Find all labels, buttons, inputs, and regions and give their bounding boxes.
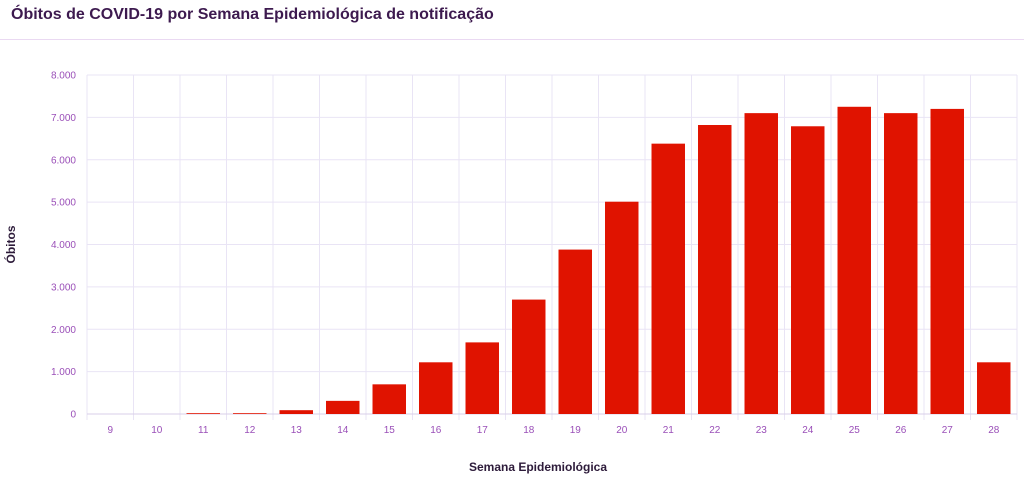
chart-title: Óbitos de COVID-19 por Semana Epidemioló… (11, 6, 494, 23)
x-tick-label: 16 (430, 425, 442, 436)
x-tick-label: 18 (523, 425, 535, 436)
bar-semana-12[interactable] (233, 413, 267, 414)
y-tick-label: 7.000 (51, 113, 76, 124)
bar-semana-18[interactable] (512, 299, 546, 414)
bar-semana-25[interactable] (837, 106, 871, 414)
bar-semana-16[interactable] (419, 362, 453, 414)
y-tick-label: 5.000 (51, 198, 76, 209)
x-tick-label: 13 (291, 425, 303, 436)
bar-semana-20[interactable] (605, 201, 639, 414)
bar-semana-17[interactable] (465, 342, 499, 414)
gridlines (86, 74, 1018, 420)
y-tick-label: 1.000 (51, 367, 76, 378)
x-tick-label: 14 (337, 425, 349, 436)
y-tick-labels: 0 1.000 2.000 3.000 4.000 5.000 6.000 7.000 8.00… (51, 71, 76, 421)
bar-semana-24[interactable] (791, 126, 825, 415)
x-tick-label: 26 (895, 425, 907, 436)
bars (186, 106, 1011, 415)
x-tick-labels: 9 10 11 12 13 14 15 16 17 18 19 20 21 22 23 24 25 26 27 28 (107, 425, 999, 436)
x-axis-title: Semana Epidemiológica (469, 460, 607, 474)
bar-semana-14[interactable] (326, 400, 360, 414)
y-tick-label: 4.000 (51, 240, 76, 251)
x-tick-label: 11 (198, 425, 209, 436)
bar-semana-23[interactable] (744, 113, 778, 414)
bar-semana-21[interactable] (651, 143, 685, 414)
x-tick-label: 10 (151, 425, 163, 436)
x-tick-label: 25 (849, 425, 861, 436)
bar-semana-19[interactable] (558, 249, 592, 414)
x-tick-label: 24 (802, 425, 814, 436)
y-tick-label: 3.000 (51, 282, 76, 293)
x-tick-label: 28 (988, 425, 1000, 436)
bar-semana-26[interactable] (884, 113, 918, 414)
x-tick-label: 23 (756, 425, 768, 436)
x-tick-label: 15 (384, 425, 396, 436)
x-tick-label: 21 (663, 425, 675, 436)
bar-semana-11[interactable] (186, 413, 220, 414)
bar-semana-28[interactable] (977, 362, 1011, 414)
x-tick-label: 17 (477, 425, 489, 436)
y-axis-title: Óbitos (3, 225, 18, 263)
x-tick-label: 19 (570, 425, 582, 436)
bar-semana-27[interactable] (930, 108, 964, 415)
title-divider (0, 39, 1024, 40)
y-tick-label: 6.000 (51, 155, 76, 166)
bar-semana-13[interactable] (279, 410, 313, 414)
x-tick-label: 22 (709, 425, 721, 436)
bar-semana-22[interactable] (698, 125, 732, 414)
y-tick-label: 8.000 (51, 71, 76, 82)
bar-semana-15[interactable] (372, 384, 406, 414)
x-tick-label: 12 (244, 425, 256, 436)
x-tick-label: 27 (942, 425, 954, 436)
x-tick-label: 9 (107, 425, 113, 436)
x-tick-label: 20 (616, 425, 628, 436)
y-tick-label: 2.000 (51, 325, 76, 336)
y-tick-label: 0 (70, 410, 76, 421)
